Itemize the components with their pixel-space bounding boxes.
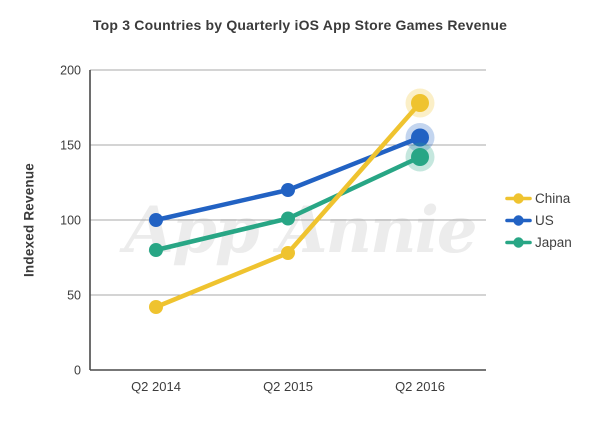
data-point-japan	[411, 148, 429, 166]
y-axis-title: Indexed Revenue	[21, 162, 37, 278]
data-point-us	[149, 213, 163, 227]
data-point-china	[411, 94, 429, 112]
legend-marker-us	[505, 214, 532, 226]
chart-title: Top 3 Countries by Quarterly iOS App Sto…	[92, 17, 508, 33]
data-point-china	[281, 246, 295, 260]
y-tick-label-200: 200	[60, 64, 81, 78]
legend: China US Japan	[505, 187, 572, 253]
data-point-japan	[149, 243, 163, 257]
legend-label: US	[535, 212, 554, 228]
legend-item-china: China	[505, 187, 572, 209]
y-tick-label-100: 100	[60, 214, 81, 228]
y-tick-label-50: 50	[67, 289, 81, 303]
x-tick-label: Q2 2015	[263, 379, 313, 394]
y-tick-label-150: 150	[60, 139, 81, 153]
legend-marker-china	[505, 192, 532, 204]
legend-marker-japan	[505, 236, 532, 248]
y-tick-label-0: 0	[74, 364, 81, 378]
legend-label: Japan	[535, 234, 572, 250]
data-point-us	[281, 183, 295, 197]
x-tick-label: Q2 2016	[395, 379, 445, 394]
legend-item-us: US	[505, 209, 572, 231]
x-tick-label: Q2 2014	[131, 379, 181, 394]
data-point-japan	[281, 211, 295, 226]
watermark: App Annie	[119, 193, 475, 268]
legend-item-japan: Japan	[505, 231, 572, 253]
data-point-us	[411, 128, 429, 147]
data-point-china	[149, 300, 163, 314]
legend-label: China	[535, 190, 571, 206]
